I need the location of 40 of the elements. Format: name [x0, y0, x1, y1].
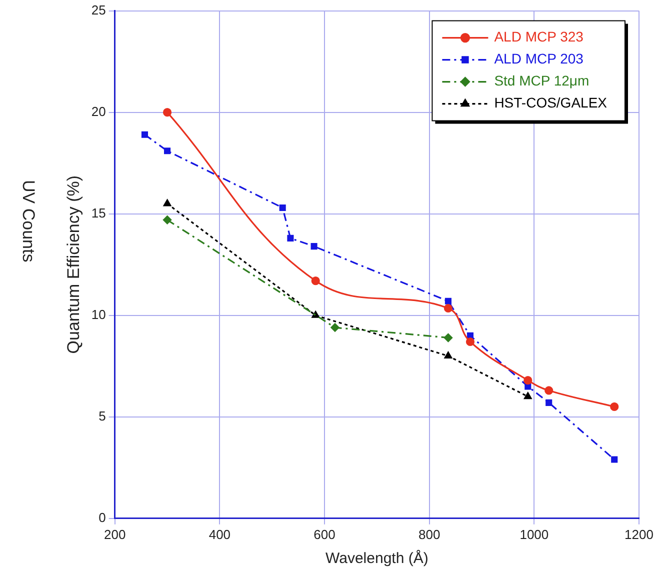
- point: [444, 304, 453, 313]
- point: [444, 298, 452, 304]
- point: [544, 386, 554, 395]
- point: [163, 199, 172, 206]
- point: [311, 276, 320, 286]
- x-tick-label: 200: [104, 526, 126, 542]
- point: [524, 376, 532, 385]
- y-tick-label: 15: [91, 205, 106, 220]
- x-tick-label: 800: [418, 526, 440, 542]
- y-tick-label: 0: [98, 510, 106, 525]
- point: [162, 108, 172, 117]
- point: [611, 456, 618, 463]
- point: [330, 323, 340, 332]
- legend-label: Std MCP 12μm: [494, 72, 590, 89]
- y-tick-label: 10: [91, 306, 106, 322]
- point: [444, 352, 452, 359]
- legend-label: HST-COS/GALEX: [494, 94, 608, 111]
- point: [444, 333, 453, 342]
- y-tick-label: 5: [98, 408, 106, 424]
- y-tick-label: 20: [91, 104, 106, 119]
- point: [610, 402, 619, 412]
- point: [141, 131, 148, 138]
- x-tick-label: 1000: [520, 526, 549, 542]
- point: [310, 243, 318, 250]
- x-tick-label: 1200: [624, 526, 654, 542]
- y-tick-label: 25: [91, 2, 106, 18]
- point: [162, 216, 172, 224]
- x-tick-label: 400: [208, 526, 231, 542]
- point: [466, 337, 475, 346]
- legend-label: ALD MCP 323: [494, 28, 584, 45]
- point: [279, 204, 286, 212]
- text: UV Counts: [18, 180, 38, 262]
- point: [287, 234, 294, 242]
- legend-label: ALD MCP 203: [494, 50, 584, 67]
- point: [524, 392, 532, 400]
- point: [164, 148, 171, 154]
- point: [546, 399, 552, 406]
- y-axis-title: Quantum Efficiency (%): [64, 175, 83, 354]
- x-axis-title: Wavelength (Å): [326, 549, 428, 568]
- x-tick-label: 600: [314, 526, 336, 542]
